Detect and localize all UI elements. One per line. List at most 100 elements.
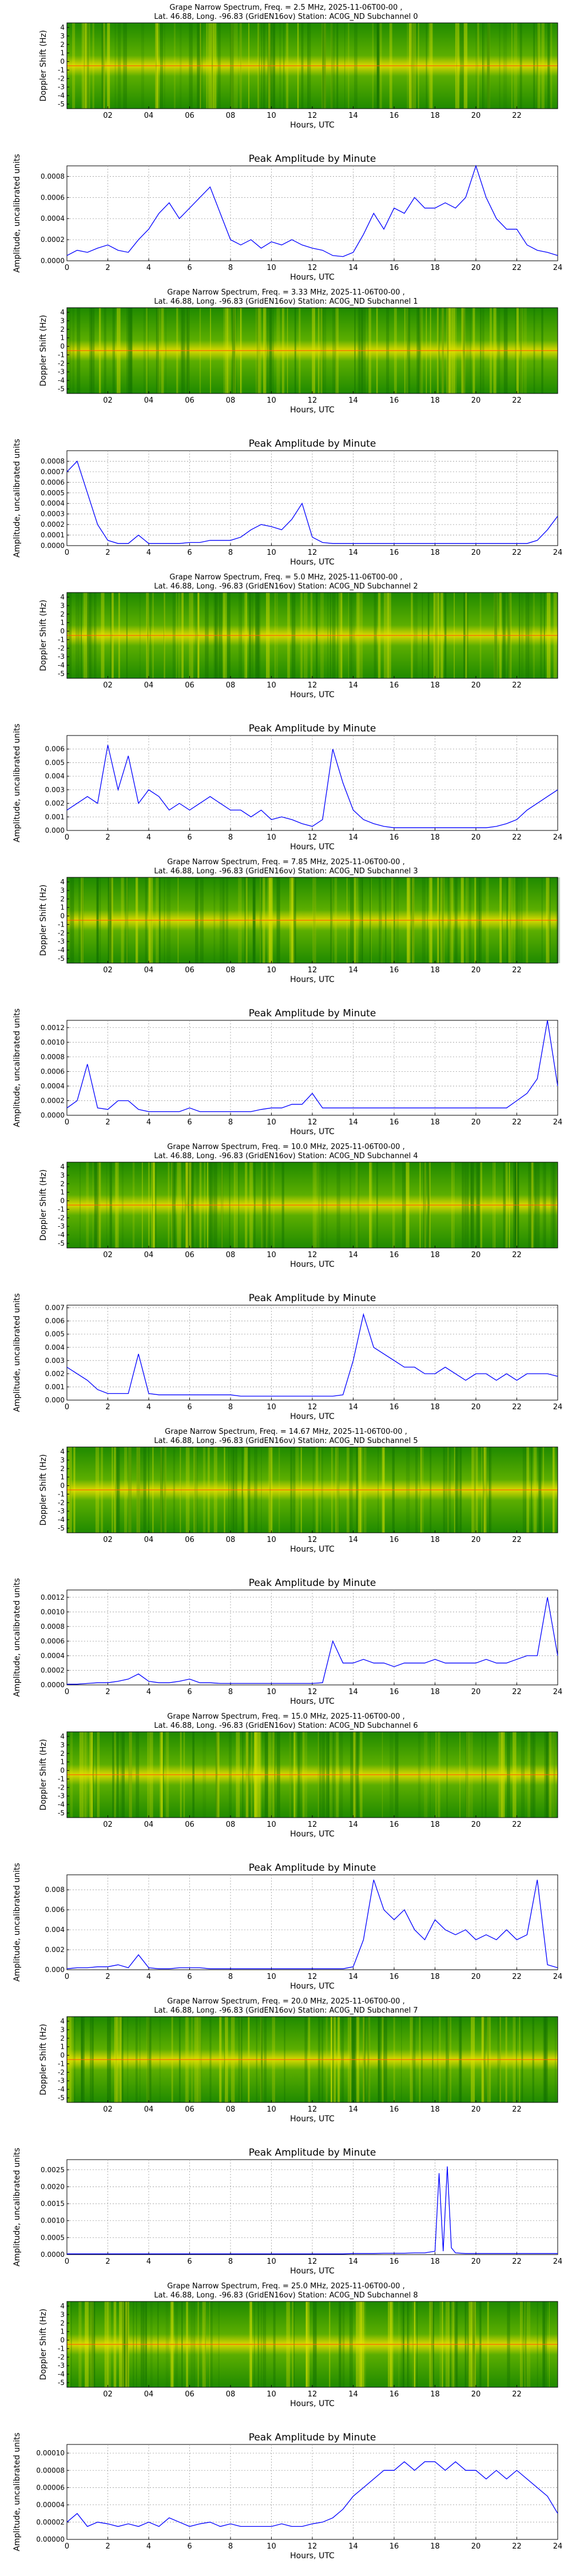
amplitude-xtick: 4 <box>146 2542 151 2551</box>
amplitude-ytick: 0.0008 <box>41 172 65 180</box>
spectrogram-ytick: -1 <box>58 2344 65 2352</box>
spectrogram-ytick: -2 <box>58 1783 65 1791</box>
spectrogram-xtick: 04 <box>144 2105 154 2114</box>
amplitude-xtick: 24 <box>553 1973 563 1981</box>
spectrogram-ytick: -1 <box>58 920 65 928</box>
spectrogram-title: Grape Narrow Spectrum, Freq. = 15.0 MHz,… <box>0 1712 572 1731</box>
amplitude-xtick: 24 <box>553 2542 563 2551</box>
amplitude-xtick: 4 <box>146 1688 151 1696</box>
amplitude-xtick: 14 <box>348 2257 358 2266</box>
amplitude-panel: Peak Amplitude by Minute 0.0000 0.0001 0.00… <box>13 438 562 567</box>
amplitude-xtick: 24 <box>553 264 563 272</box>
amplitude-xtick: 6 <box>187 2542 192 2551</box>
spectrogram-ytick: -1 <box>58 1490 65 1498</box>
spectrogram-ytick: -3 <box>58 368 65 376</box>
spectrogram-xtick: 12 <box>308 396 317 405</box>
spectrogram-xtick: 22 <box>512 112 522 120</box>
amplitude-xtick: 24 <box>553 548 563 557</box>
amplitude-ytick: 0.008 <box>45 1886 65 1894</box>
spectrogram-ytick: 0 <box>60 1767 65 1775</box>
amplitude-xtick: 22 <box>512 264 522 272</box>
spectrogram-ytick: 3 <box>60 602 65 610</box>
spectrogram-title: Grape Narrow Spectrum, Freq. = 20.0 MHz,… <box>0 1997 572 2016</box>
spectrogram-ytick: 1 <box>60 2328 65 2336</box>
spectrogram-title-line2: Lat. 46.88, Long. -96.83 (GridEN16ov) St… <box>154 297 418 306</box>
amplitude-xtick: 20 <box>471 1973 481 1981</box>
amplitude-ytick: 0.0000 <box>41 1681 65 1689</box>
amplitude-title: Peak Amplitude by Minute <box>249 1577 376 1589</box>
spectrogram-ytick: -3 <box>58 653 65 661</box>
spectrogram-xtick: 20 <box>471 2105 481 2114</box>
amplitude-xtick: 16 <box>390 1403 399 1412</box>
amplitude-ytick: 0.0010 <box>41 1038 65 1046</box>
spectrogram-ytick: 1 <box>60 1473 65 1481</box>
amplitude-xlabel: Hours, UTC <box>290 1127 335 1136</box>
amplitude-xtick: 0 <box>65 2257 69 2266</box>
spectrogram-xtick: 04 <box>144 681 154 690</box>
amplitude-xtick: 2 <box>105 2257 110 2266</box>
spectrogram-xtick: 16 <box>390 1251 399 1259</box>
amplitude-ytick: 0.000 <box>45 1396 65 1404</box>
spectrogram-ytick: 3 <box>60 1741 65 1749</box>
spectrogram-title-line2: Lat. 46.88, Long. -96.83 (GridEN16ov) St… <box>154 582 418 591</box>
amplitude-series-line <box>66 1879 558 1969</box>
amplitude-xtick: 24 <box>553 1688 563 1696</box>
amplitude-xtick: 20 <box>471 2542 481 2551</box>
spectrogram-ytick: -3 <box>58 1222 65 1230</box>
spectrogram-ylabel: Doppler Shift (Hz) <box>39 1454 48 1526</box>
amplitude-xtick: 12 <box>308 1403 317 1412</box>
amplitude-xtick: 24 <box>553 833 563 842</box>
spectrogram-title-line1: Grape Narrow Spectrum, Freq. = 5.0 MHz, … <box>169 573 403 582</box>
spectrogram-xtick: 06 <box>185 1536 194 1544</box>
spectrogram-ytick: 4 <box>60 23 65 31</box>
amplitude-xtick: 18 <box>430 1403 440 1412</box>
amplitude-series-line <box>66 460 558 544</box>
amplitude-xtick: 2 <box>105 548 110 557</box>
spectrogram-xtick: 02 <box>103 2105 113 2114</box>
spectrogram-xtick: 18 <box>430 1536 440 1544</box>
spectrogram-xtick: 10 <box>267 396 276 405</box>
spectrogram-xtick: 10 <box>267 1820 276 1829</box>
amplitude-xtick: 16 <box>390 1688 399 1696</box>
amplitude-xtick: 20 <box>471 548 481 557</box>
spectrogram-xtick: 02 <box>103 1536 113 1544</box>
spectrogram-xlabel: Hours, UTC <box>290 1260 335 1269</box>
amplitude-xlabel: Hours, UTC <box>290 1412 335 1421</box>
spectrogram-xtick: 04 <box>144 1820 154 1829</box>
spectrogram-xtick: 12 <box>308 681 317 690</box>
amplitude-xtick: 18 <box>430 1973 440 1981</box>
spectrogram-ytick: -1 <box>58 1205 65 1213</box>
spectrogram-xtick: 08 <box>226 396 236 405</box>
amplitude-ytick: 0.00008 <box>36 2466 65 2474</box>
spectrogram-ytick: 2 <box>60 325 65 333</box>
spectrogram-ytick: 2 <box>60 41 65 49</box>
amplitude-series-line <box>66 745 558 828</box>
spectrogram-xlabel: Hours, UTC <box>290 1830 335 1839</box>
amplitude-xtick: 4 <box>146 548 151 557</box>
amplitude-xtick: 4 <box>146 1403 151 1412</box>
spectrogram-xtick: 20 <box>471 1251 481 1259</box>
spectrogram-xtick: 16 <box>390 681 399 690</box>
amplitude-ytick: 0.004 <box>45 1343 65 1351</box>
amplitude-ytick: 0.0004 <box>41 1652 65 1660</box>
spectrogram-xtick: 22 <box>512 2390 522 2399</box>
spectrogram-title: Grape Narrow Spectrum, Freq. = 7.85 MHz,… <box>0 858 572 876</box>
amplitude-ytick: 0.00010 <box>36 2449 65 2457</box>
spectrogram-ytick: -5 <box>58 385 65 393</box>
amplitude-xtick: 20 <box>471 264 481 272</box>
amplitude-ylabel: Amplitude, uncalibrated units <box>13 1293 22 1412</box>
spectrogram-title-line2: Lat. 46.88, Long. -96.83 (GridEN16ov) St… <box>154 1152 418 1160</box>
spectrogram-xtick: 20 <box>471 1536 481 1544</box>
spectrogram-xtick: 06 <box>185 1820 194 1829</box>
amplitude-ytick: 0.003 <box>45 1357 65 1365</box>
spectrogram-ytick: 4 <box>60 878 65 886</box>
amplitude-ytick: 0.0007 <box>41 468 65 476</box>
spectrogram-xtick: 16 <box>390 2105 399 2114</box>
amplitude-ytick: 0.0004 <box>41 1082 65 1090</box>
amplitude-ytick: 0.0006 <box>41 478 65 486</box>
amplitude-panel: Peak Amplitude by Minute 0.000 0.002 0.004 0… <box>13 1862 562 1991</box>
amplitude-xtick: 8 <box>228 548 233 557</box>
spectrogram-ytick: 1 <box>60 49 65 57</box>
amplitude-ytick: 0.0008 <box>41 1053 65 1061</box>
